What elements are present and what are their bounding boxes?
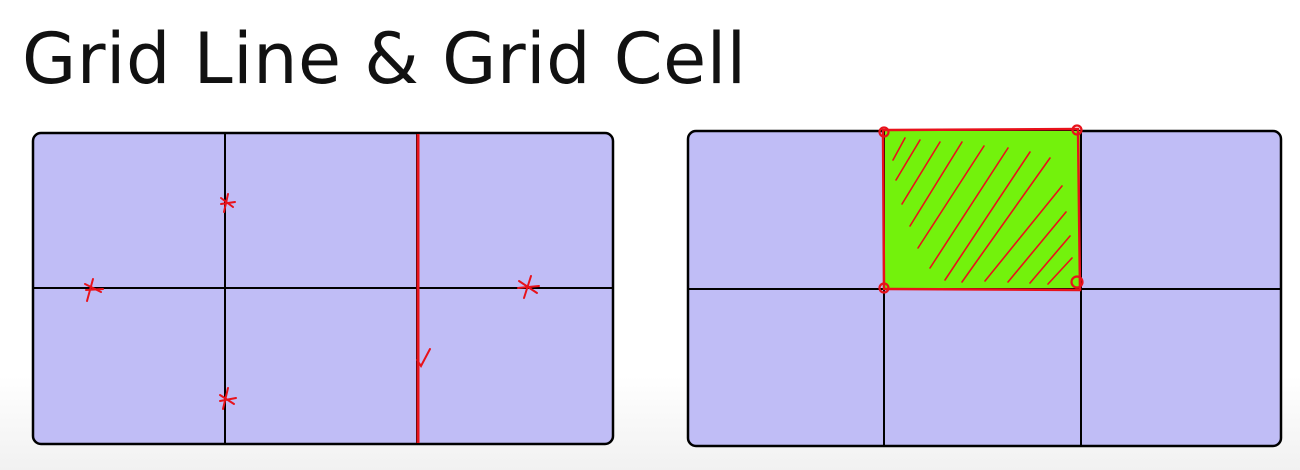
annotation-marks-left [84,193,540,410]
tick-mark [219,387,237,410]
highlighted-grid-cell [884,131,1081,288]
hatch-stroke [1047,257,1073,285]
grid-line-panel [31,131,615,446]
check-mark [416,348,431,368]
cell-hatching [892,137,1073,285]
hatch-stroke [1029,235,1071,284]
slide-title: Grid Line & Grid Cell [22,18,747,100]
corner-mark [878,126,890,138]
corner-mark [1070,275,1084,289]
corner-mark [1071,124,1083,136]
corner-mark [878,282,890,294]
hatch-stroke [895,139,921,181]
cell-outline [881,127,1082,292]
hatch-stroke [901,141,941,205]
hatch-stroke [909,141,963,227]
hatch-stroke [944,151,1031,281]
tick-mark [84,278,104,302]
hatch-stroke [961,157,1051,283]
tick-mark [517,275,540,299]
hatch-stroke [1007,211,1067,283]
tick-mark [220,193,236,213]
hatch-stroke [929,147,1009,269]
hatch-stroke [892,137,906,161]
hatch-stroke [984,185,1063,282]
cell-corner-marks [878,124,1084,294]
grid-cell-panel [686,124,1283,448]
hatch-stroke [917,145,985,249]
